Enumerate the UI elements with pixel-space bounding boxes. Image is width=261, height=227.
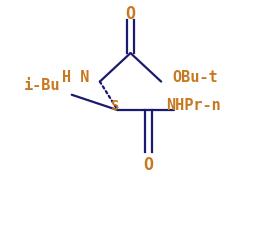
Text: H N: H N — [62, 70, 89, 85]
Text: O: O — [126, 5, 135, 22]
Text: OBu-t: OBu-t — [173, 70, 218, 85]
Text: i-Bu: i-Bu — [24, 79, 61, 94]
Text: O: O — [143, 156, 153, 174]
Text: S: S — [110, 99, 118, 113]
Text: NHPr-n: NHPr-n — [166, 98, 221, 113]
